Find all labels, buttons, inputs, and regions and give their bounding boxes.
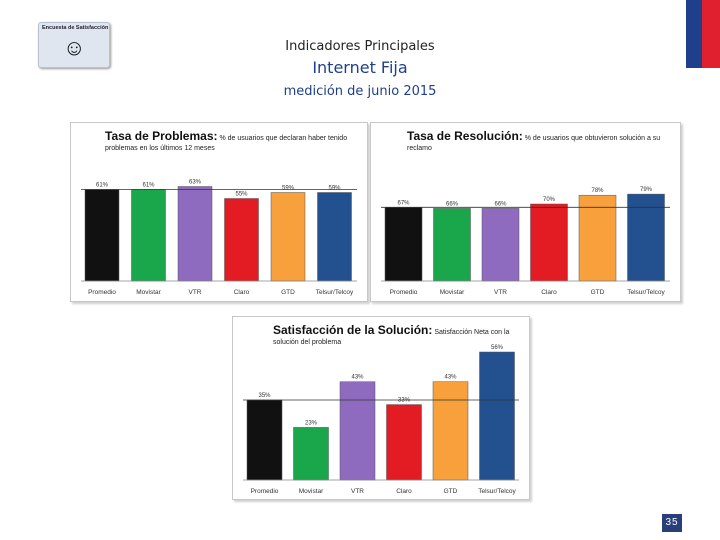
data-label: 66% <box>446 201 459 207</box>
bar-promedio <box>384 207 423 282</box>
page-title: Indicadores Principales <box>285 39 435 54</box>
problem-rate-svg: 61% Promedio 61% Movistar 63% VTR 55% Claro 59% G… <box>81 180 357 296</box>
page-number: 35 <box>662 514 682 532</box>
chart-title-main: Tasa de Problemas: <box>105 129 218 143</box>
category-label: Claro <box>234 289 250 296</box>
page-subtitle: Internet Fija <box>312 58 408 77</box>
chart-title-sub: % de usuarios que declaran haber tenido … <box>105 135 348 152</box>
data-label: 61% <box>96 183 109 189</box>
category-label: GTD <box>591 289 605 296</box>
data-label: 79% <box>640 187 653 193</box>
category-label: VTR <box>351 488 364 495</box>
chart-title-main: Satisfacción de la Solución: <box>273 323 433 337</box>
data-label: 43% <box>351 375 364 381</box>
bar-gtd <box>578 194 617 282</box>
problem-rate-chart: 61% Promedio 61% Movistar 63% VTR 55% Claro 59% G… <box>70 122 368 302</box>
category-label: Movistar <box>299 488 324 495</box>
data-label: 78% <box>591 188 604 194</box>
category-label: VTR <box>189 289 202 296</box>
category-label: Claro <box>396 488 412 495</box>
bar-telsur-telcoy <box>479 351 515 481</box>
resolution-rate-chart: 67% Promedio 66% Movistar 66% VTR 70% Claro 78% G… <box>370 122 681 302</box>
bar-gtd <box>432 381 469 481</box>
data-label: 61% <box>142 183 155 189</box>
flag-bar <box>686 0 720 68</box>
category-label: Telsur/Telcoy <box>316 289 354 296</box>
chart-title-sub: Satisfacción Neta con la solución del pr… <box>273 329 510 346</box>
solution-satisfaction-svg: 35% Promedio 23% Movistar 43% VTR 33% Claro 43% G… <box>243 345 519 495</box>
category-label: VTR <box>494 289 507 296</box>
bar-vtr <box>481 208 520 282</box>
bar-gtd <box>270 192 306 282</box>
flag-blue-band <box>686 0 702 68</box>
solution-satisfaction-chart: 35% Promedio 23% Movistar 43% VTR 33% Claro 43% G… <box>232 316 530 500</box>
data-label: 56% <box>491 345 504 351</box>
bar-vtr <box>339 381 376 481</box>
resolution-rate-svg: 67% Promedio 66% Movistar 66% VTR 70% Claro 78% G… <box>381 187 670 296</box>
logo-text: Encuesta de Satisfacción <box>42 25 109 31</box>
bar-vtr <box>177 186 213 282</box>
data-label: 70% <box>543 197 556 203</box>
category-label: Promedio <box>251 488 279 495</box>
bar-promedio <box>84 189 120 282</box>
bar-movistar <box>293 427 329 481</box>
measurement-period: medición de junio 2015 <box>283 84 437 99</box>
category-label: GTD <box>444 488 458 495</box>
bar-claro <box>386 404 422 481</box>
data-label: 59% <box>328 186 341 192</box>
bar-movistar <box>433 208 471 282</box>
data-label: 66% <box>494 201 507 207</box>
data-label: 55% <box>235 192 248 198</box>
bar-movistar <box>131 189 166 282</box>
data-label: 63% <box>189 180 202 186</box>
bar-claro <box>530 203 568 282</box>
data-label: 35% <box>258 393 271 399</box>
category-label: Promedio <box>88 289 116 296</box>
bar-promedio <box>246 399 283 481</box>
category-label: GTD <box>281 289 295 296</box>
chart-title: Tasa de Problemas: % de usuarios que dec… <box>105 129 365 154</box>
data-label: 59% <box>282 186 295 192</box>
data-label: 43% <box>444 375 457 381</box>
chart-title-main: Tasa de Resolución: <box>407 129 523 143</box>
flag-red-band <box>702 0 720 68</box>
category-label: Promedio <box>390 289 418 296</box>
survey-logo: Encuesta de Satisfacción ☺ <box>38 22 110 68</box>
category-label: Telsur/Telcoy <box>627 289 665 296</box>
category-label: Claro <box>541 289 557 296</box>
category-label: Movistar <box>440 289 465 296</box>
chart-title: Satisfacción de la Solución: Satisfacció… <box>273 323 528 348</box>
data-label: 33% <box>398 398 411 404</box>
bar-telsur-telcoy <box>627 193 665 282</box>
chart-title: Tasa de Resolución: % de usuarios que ob… <box>407 129 677 154</box>
bar-claro <box>224 198 259 282</box>
data-label: 67% <box>397 200 410 206</box>
smiley-icon: ☺ <box>63 35 86 60</box>
chart-title-sub: % de usuarios que obtuvieron solución a … <box>407 135 661 152</box>
bar-telsur-telcoy <box>317 192 352 282</box>
data-label: 23% <box>305 420 318 426</box>
category-label: Movistar <box>136 289 161 296</box>
category-label: Telsur/Telcoy <box>478 488 516 495</box>
